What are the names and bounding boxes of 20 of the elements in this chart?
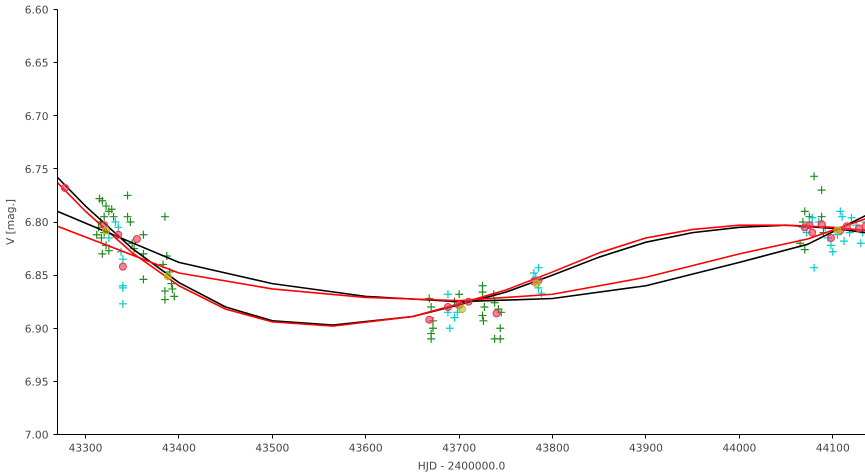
y-tick-label: 7.00 (24, 428, 49, 442)
x-tick-label: 43300 (68, 442, 103, 454)
y-tick-label: 6.90 (24, 322, 49, 336)
x-tick-label: 44000 (722, 442, 757, 454)
x-tick-label: 43900 (629, 442, 664, 454)
y-tick-label: 6.60 (24, 4, 49, 16)
x-tick-label: 43700 (442, 442, 476, 454)
x-tick-label: 44100 (816, 442, 850, 454)
y-tick-label: 6.85 (24, 269, 49, 282)
x-tick-label: 43400 (162, 442, 196, 454)
x-tick-label: 43500 (255, 442, 290, 454)
x-tick-label: 43600 (348, 442, 383, 454)
y-tick-label: 6.80 (24, 216, 49, 229)
x-axis-title: HJD - 2400000.0 (418, 460, 506, 472)
x-tick-label: 43800 (536, 442, 570, 454)
y-axis-title: V [mag.] (4, 198, 17, 246)
y-tick-label: 6.95 (24, 375, 49, 388)
y-tick-label: 6.75 (24, 162, 49, 176)
y-tick-label: 6.70 (24, 110, 49, 123)
y-tick-label: 6.65 (24, 56, 49, 70)
